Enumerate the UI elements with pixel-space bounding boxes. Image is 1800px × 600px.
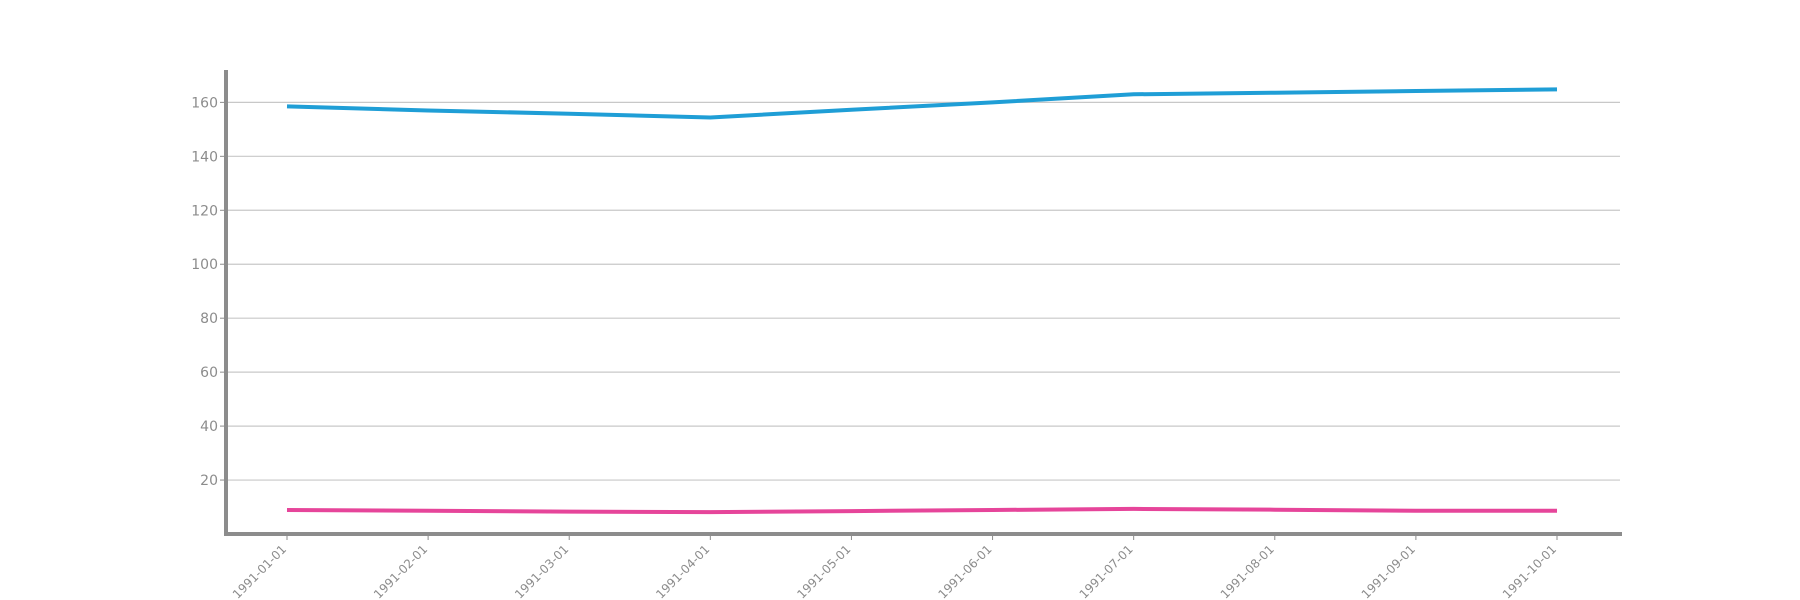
x-tick-label: 1991-04-01: [653, 542, 712, 600]
y-tick-label: 80: [200, 311, 218, 327]
x-tick-label: 1991-03-01: [512, 542, 571, 600]
x-tick-label: 1991-07-01: [1077, 542, 1136, 600]
x-tick-labels: 1991-01-01 1991-02-01 1991-03-01 1991-04-01…: [230, 542, 1559, 600]
grid-lines: [226, 101, 1620, 481]
y-tick-label: 60: [200, 365, 218, 381]
y-tick-label: 160: [191, 95, 218, 111]
y-tick-label: 20: [200, 473, 218, 489]
y-tick-label: 120: [191, 203, 218, 219]
x-tick-label: 1991-06-01: [935, 542, 994, 600]
x-tick-label: 1991-08-01: [1218, 542, 1277, 600]
x-tick-label: 1991-02-01: [371, 542, 430, 600]
series-line-1: [286, 87, 1558, 120]
x-tick-label: 1991-05-01: [794, 542, 853, 600]
y-tick-label: 100: [191, 257, 218, 273]
x-tick-label: 1991-01-01: [230, 542, 289, 600]
y-tick-labels: 20 40 60 80 100 120 140 160: [191, 95, 218, 489]
axes: [220, 70, 1622, 540]
x-tick-label: 1991-09-01: [1359, 542, 1418, 600]
y-tick-label: 40: [200, 419, 218, 435]
x-tick-label: 1991-10-01: [1500, 542, 1559, 600]
series-line-2: [286, 506, 1557, 515]
y-tick-label: 140: [191, 149, 218, 165]
series-lines: [286, 87, 1558, 515]
